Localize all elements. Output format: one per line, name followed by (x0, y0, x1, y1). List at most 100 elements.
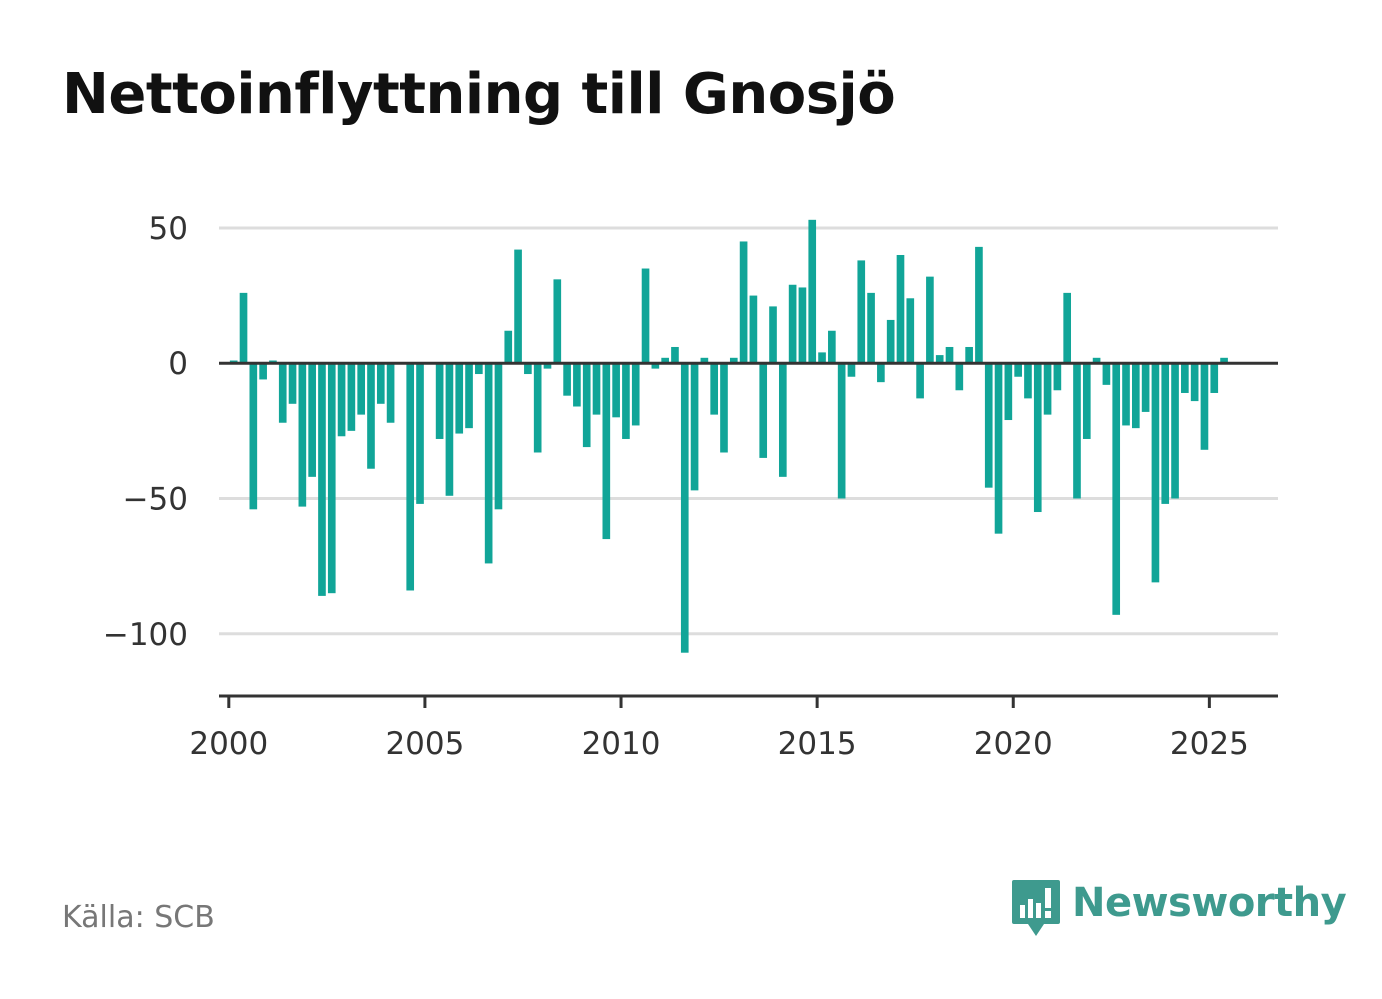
y-tick-label: −100 (103, 617, 188, 653)
bar (867, 292, 875, 364)
y-tick-label: 0 (168, 346, 188, 382)
page-title: Nettoinflyttning till Gnosjö (62, 62, 896, 127)
bar (877, 363, 885, 383)
bar (386, 363, 395, 423)
bar (1161, 363, 1170, 504)
bar (1141, 363, 1150, 412)
bar (602, 363, 611, 540)
bar (298, 363, 307, 507)
bar (1171, 363, 1179, 499)
bar (367, 363, 375, 469)
bar (1024, 363, 1032, 399)
x-tick-label: 2025 (1170, 726, 1249, 762)
y-tick-label: −50 (123, 481, 188, 517)
bar (935, 355, 944, 364)
bar (955, 363, 964, 391)
bar (916, 363, 924, 399)
bar (543, 363, 552, 369)
bar (278, 363, 287, 423)
bar (749, 295, 758, 364)
bar (1004, 363, 1013, 421)
bar (612, 363, 620, 418)
x-tick-label: 2010 (582, 726, 661, 762)
bar (376, 363, 385, 404)
bar (818, 352, 826, 364)
bar (769, 306, 777, 364)
bar (239, 292, 248, 364)
bar (994, 363, 1003, 534)
bar (671, 346, 679, 364)
y-tick-labels: 50 0 −50 −100 (103, 211, 188, 653)
bar (318, 363, 326, 596)
bar (975, 246, 983, 364)
bar (680, 363, 689, 653)
bar (1200, 363, 1209, 450)
bar (465, 363, 473, 429)
bar (435, 363, 444, 439)
bar (1063, 292, 1072, 364)
bar (778, 363, 787, 477)
bar (1014, 363, 1022, 377)
newsworthy-icon (1012, 880, 1060, 936)
bar (259, 363, 267, 380)
bar (582, 363, 591, 448)
bar (837, 363, 846, 499)
bar (1053, 363, 1062, 391)
x-tick-label: 2020 (974, 726, 1053, 762)
bar (710, 363, 719, 415)
bar (759, 363, 768, 458)
bar (337, 363, 346, 437)
bar (1190, 363, 1199, 402)
grid-lines (219, 226, 1278, 636)
bar (1073, 363, 1081, 499)
y-tick-label: 50 (149, 211, 188, 247)
bar (494, 363, 503, 510)
bar (945, 346, 954, 364)
bar (1181, 363, 1189, 393)
bars (229, 219, 1228, 653)
bar (484, 363, 493, 564)
bar (445, 363, 454, 496)
bar (563, 363, 571, 396)
brand-name: Newsworthy (1072, 880, 1347, 926)
bar (965, 346, 973, 364)
source-note: Källa: SCB (62, 900, 215, 935)
bar (504, 330, 513, 364)
bar (622, 363, 630, 439)
bar (406, 363, 415, 591)
bar (592, 363, 601, 415)
bar (533, 363, 542, 453)
bar (573, 363, 581, 407)
bar (475, 363, 483, 375)
bar (1033, 363, 1042, 513)
bar (828, 330, 836, 364)
bar (641, 268, 650, 364)
bar (661, 357, 669, 364)
bar (327, 363, 336, 594)
bar (1131, 363, 1140, 429)
bar (1092, 357, 1101, 364)
bar (553, 279, 562, 364)
bar (1220, 357, 1228, 364)
bar (896, 254, 905, 364)
bar (720, 363, 728, 453)
bar (739, 241, 748, 364)
bar (847, 363, 856, 377)
bar (798, 287, 807, 364)
bar (1112, 363, 1121, 615)
bar (1082, 363, 1091, 439)
bar (288, 363, 297, 404)
x-tick-label: 2005 (385, 726, 464, 762)
x-tick-label: 2015 (778, 726, 857, 762)
bar (455, 363, 464, 434)
bar (631, 363, 640, 426)
bar (308, 363, 316, 477)
bar (1122, 363, 1130, 426)
bar (857, 260, 866, 364)
bar (651, 363, 660, 369)
bar (700, 357, 709, 364)
bar (1151, 363, 1160, 583)
bar (906, 298, 915, 364)
bar (1102, 363, 1111, 385)
